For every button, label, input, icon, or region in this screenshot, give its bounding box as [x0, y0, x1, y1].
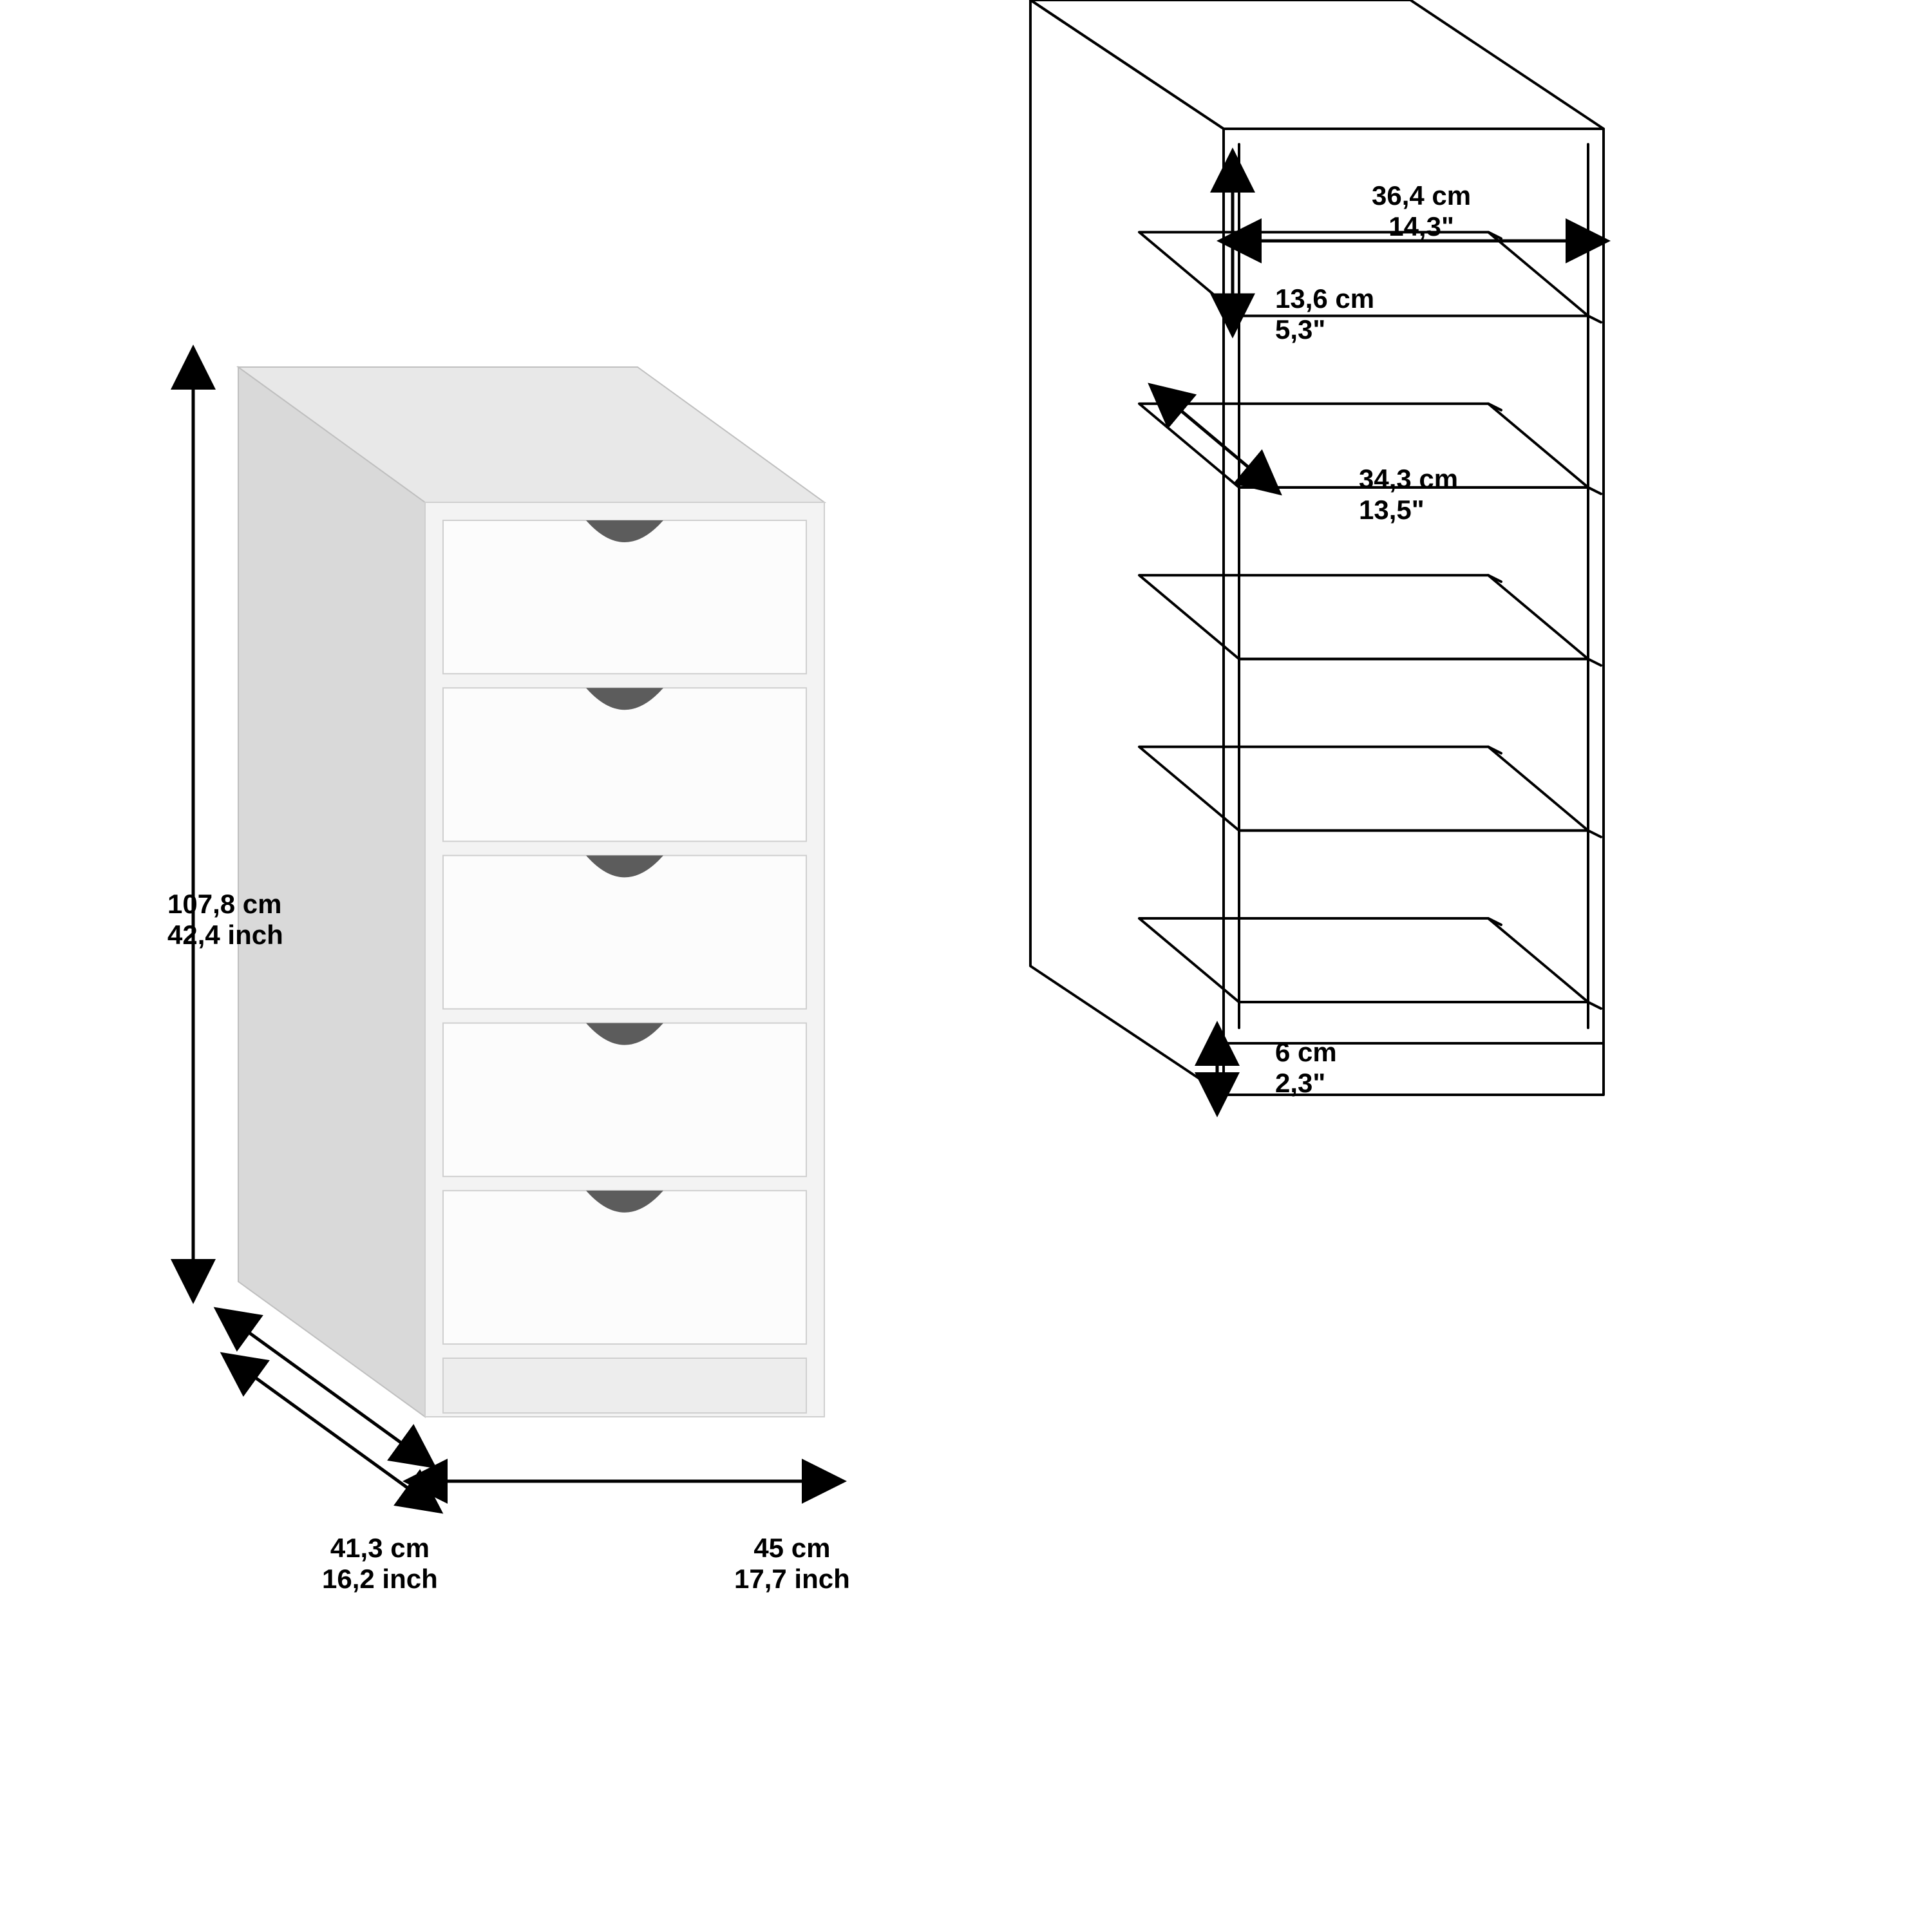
dim-interior-width: 36,4 cm 14,3" [1372, 180, 1471, 243]
dim-base-height-cm: 6 cm [1275, 1037, 1337, 1068]
dim-width-in: 17,7 inch [734, 1564, 850, 1595]
dim-base-height-in: 2,3" [1275, 1068, 1337, 1099]
dim-interior-width-cm: 36,4 cm [1372, 180, 1471, 211]
dim-interior-depth-in: 13,5" [1359, 495, 1458, 526]
dim-drawer-height: 13,6 cm 5,3" [1275, 283, 1374, 346]
dim-drawer-height-cm: 13,6 cm [1275, 283, 1374, 314]
dim-base-height: 6 cm 2,3" [1275, 1037, 1337, 1099]
dim-depth: 41,3 cm 16,2 inch [322, 1533, 438, 1595]
dim-depth-in: 16,2 inch [322, 1564, 438, 1595]
cabinet-linework [0, 0, 1932, 1932]
dim-height: 107,8 cm 42,4 inch [167, 889, 283, 951]
dim-width: 45 cm 17,7 inch [734, 1533, 850, 1595]
dim-width-cm: 45 cm [734, 1533, 850, 1564]
dim-height-in: 42,4 inch [167, 920, 283, 951]
dim-drawer-height-in: 5,3" [1275, 314, 1374, 345]
dim-interior-width-in: 14,3" [1372, 211, 1471, 242]
dim-interior-depth: 34,3 cm 13,5" [1359, 464, 1458, 526]
dim-height-cm: 107,8 cm [167, 889, 283, 920]
dim-depth-cm: 41,3 cm [322, 1533, 438, 1564]
dim-interior-depth-cm: 34,3 cm [1359, 464, 1458, 495]
